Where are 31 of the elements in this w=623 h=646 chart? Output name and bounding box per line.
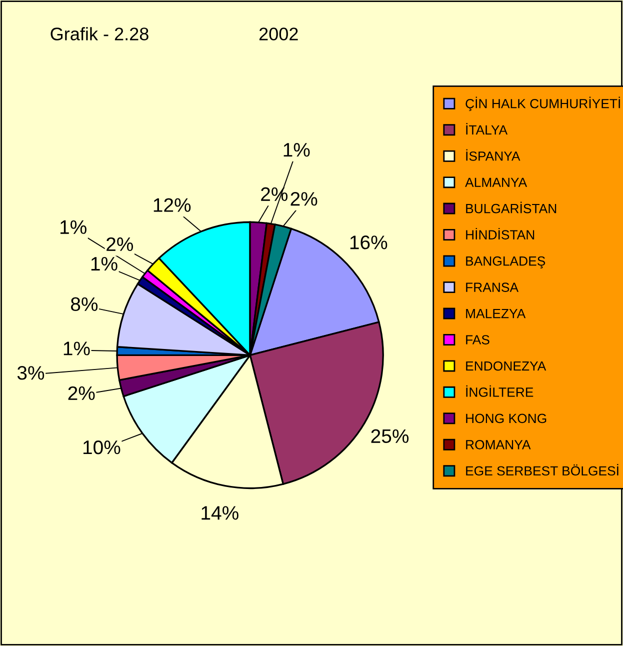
data-label: 3% [17, 366, 44, 380]
data-label: 2% [106, 237, 134, 252]
legend-label: HİNDİSTAN [466, 228, 534, 240]
legend-label: ENDONEZYA [466, 361, 546, 371]
data-label: 14% [202, 506, 238, 520]
legend-label: MALEZYA [466, 309, 526, 318]
legend-label: EGE SERBEST BÖLGESİ [466, 464, 618, 476]
data-label: 2% [68, 386, 95, 400]
data-label: 16% [350, 236, 388, 250]
legend-label: HONG KONG [466, 414, 546, 424]
legend-label: BANGLADEŞ [466, 256, 546, 268]
data-label: 10% [83, 440, 120, 454]
data-label: 1% [60, 220, 86, 234]
legend-label: İNGİLTERE [466, 385, 534, 397]
data-label: 2% [290, 192, 318, 206]
legend-label: ÇİN HALK CUMHURİYETİ [466, 96, 620, 111]
data-label: 8% [70, 297, 98, 312]
legend-label: ALMANYA [465, 178, 528, 187]
data-label: 25% [371, 429, 409, 444]
data-label: 1% [64, 342, 90, 356]
legend-label: İTALYA [466, 123, 508, 134]
chart-subtitle: 2002 [259, 28, 298, 40]
legend-label: ROMANYA [466, 440, 531, 450]
data-label: 12% [154, 198, 191, 212]
legend-label: BULGARİSTAN [466, 202, 556, 214]
legend-label: FAS [466, 335, 490, 344]
chart-title: Grafik - 2.28 [50, 27, 148, 40]
legend-label: FRANSA [466, 282, 519, 292]
data-label: 1% [91, 256, 118, 271]
legend-label: İSPANYA [466, 149, 520, 161]
data-label: 1% [284, 143, 310, 157]
